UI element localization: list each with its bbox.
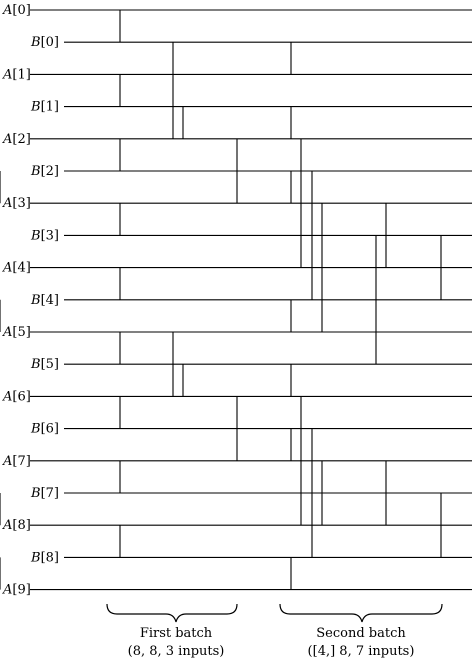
wire-label: B[4] <box>30 293 59 308</box>
wire-label: B[1] <box>30 100 59 115</box>
wire-label: B[3] <box>30 228 59 243</box>
wire-label-index: [2] <box>41 164 59 179</box>
wire-label: A[6] <box>2 389 31 404</box>
wire-label-name: A <box>2 325 12 340</box>
wire-label-name: B <box>30 35 41 50</box>
wire-label: A[8] <box>2 518 31 533</box>
wire-label-name: B <box>30 550 41 565</box>
wire-label-index: [2] <box>12 132 30 147</box>
wire-label-name: A <box>2 389 12 404</box>
brace-first-batch <box>106 603 238 623</box>
wire-label-index: [0] <box>12 3 30 18</box>
wire-label: B[5] <box>30 357 59 372</box>
wire-label-index: [6] <box>12 389 30 404</box>
wire-label: A[3] <box>2 196 31 211</box>
wire-label-index: [1] <box>12 67 30 82</box>
wire-label-index: [3] <box>41 228 59 243</box>
wire-label: B[0] <box>30 35 59 50</box>
wire-label-index: [1] <box>41 100 59 115</box>
wire-label-name: A <box>2 261 12 276</box>
wire-label-name: A <box>2 132 12 147</box>
wire-label-index: [5] <box>41 357 59 372</box>
wire-label-name: B <box>30 100 41 115</box>
wire-label: A[0] <box>2 3 31 18</box>
wire-label-index: [8] <box>41 550 59 565</box>
wire-label: A[7] <box>2 454 31 469</box>
wire-label: A[1] <box>2 67 31 82</box>
batch-label-second-title: Second batch <box>316 626 406 641</box>
batch-annotation-first: First batch (8, 8, 3 inputs) <box>106 603 238 659</box>
wire-label-index: [5] <box>12 325 30 340</box>
wire-label-index: [0] <box>41 35 59 50</box>
wire-label-index: [8] <box>12 518 30 533</box>
wire-label: A[9] <box>2 583 31 598</box>
wire-label-name: A <box>2 583 12 598</box>
batch-label-second-inputs: ([4,] 8, 7 inputs) <box>308 644 415 659</box>
batch-annotation-second: Second batch ([4,] 8, 7 inputs) <box>279 603 443 659</box>
wire-label: B[8] <box>30 550 59 565</box>
wire-label-name: B <box>30 228 41 243</box>
wire-label: B[6] <box>30 422 59 437</box>
wire-label-index: [3] <box>12 196 30 211</box>
wire-label-index: [7] <box>12 454 30 469</box>
wire-label-name: A <box>2 454 12 469</box>
wire-label: A[2] <box>2 132 31 147</box>
wire-label-name: B <box>30 357 41 372</box>
wire-label-name: A <box>2 3 12 18</box>
wire-label-index: [4] <box>12 261 30 276</box>
brace-second-batch <box>279 603 443 623</box>
batch-label-first-title: First batch <box>140 626 213 641</box>
wire-label-name: B <box>30 422 41 437</box>
wire-label-name: B <box>30 164 41 179</box>
wire-label-index: [4] <box>41 293 59 308</box>
wire-label-name: B <box>30 293 41 308</box>
wire-label: A[4] <box>2 261 31 276</box>
wire-label-layer: A[0]B[0]A[1]B[1]A[2]B[2]A[3]B[3]A[4]B[4]… <box>2 3 59 598</box>
comparator-layer <box>0 10 442 590</box>
wire-label-index: [6] <box>41 422 59 437</box>
wire-label-name: A <box>2 67 12 82</box>
wire-label: B[7] <box>30 486 59 501</box>
wire-label-index: [9] <box>12 583 30 598</box>
wire-label-name: A <box>2 518 12 533</box>
wire-label-name: A <box>2 196 12 211</box>
wire-label-index: [7] <box>41 486 59 501</box>
wire-label: A[5] <box>2 325 31 340</box>
wire-layer <box>30 9 472 591</box>
wire-label: B[2] <box>30 164 59 179</box>
wire-label-name: B <box>30 486 41 501</box>
batch-label-first-inputs: (8, 8, 3 inputs) <box>128 644 225 659</box>
